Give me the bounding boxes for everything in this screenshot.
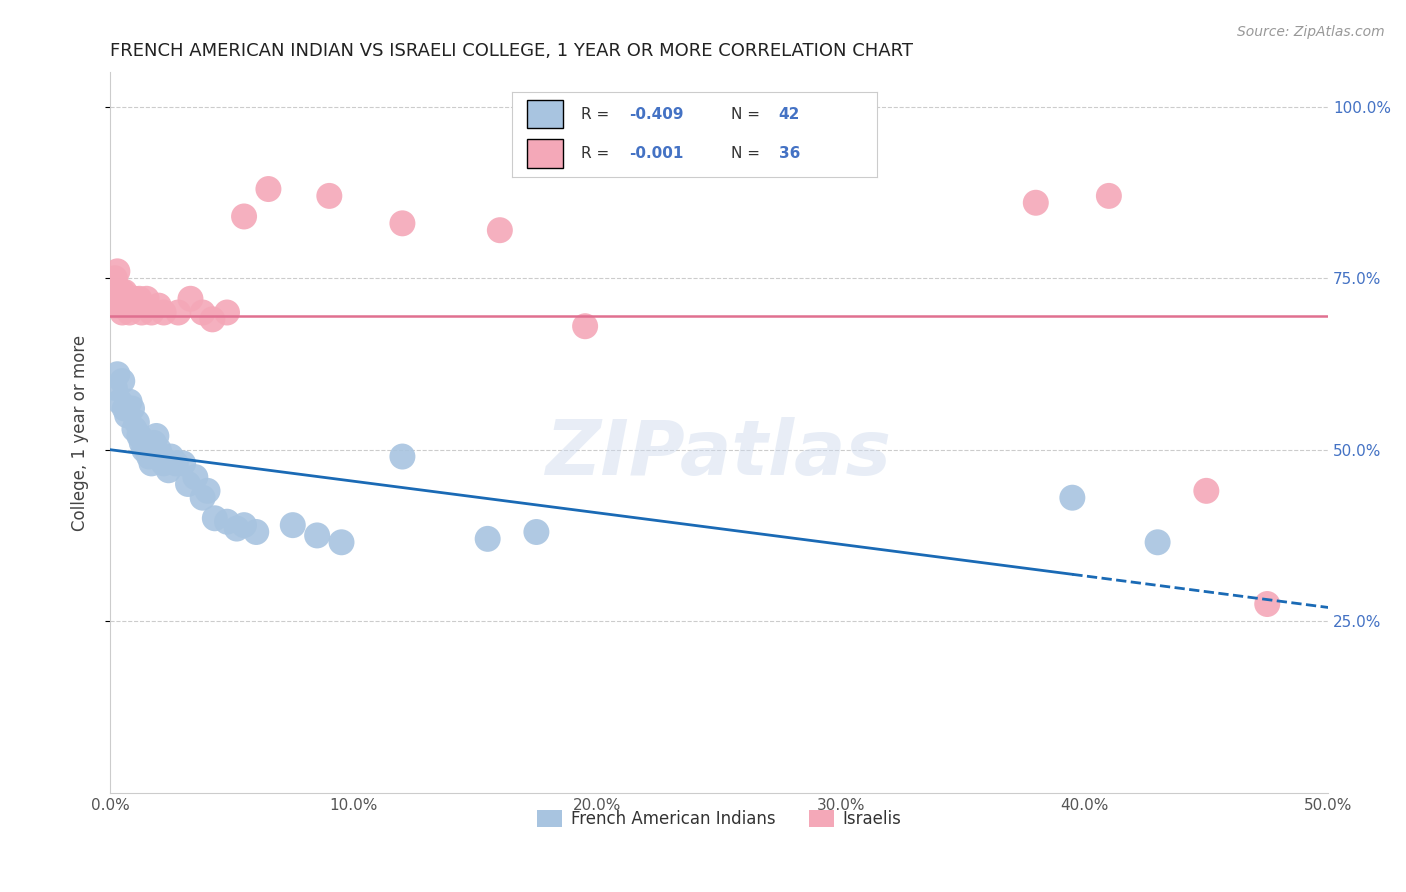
Point: [1146, 535, 1168, 549]
Point: [115, 292, 138, 306]
Point: [135, 292, 157, 306]
Point: [111, 285, 134, 299]
Point: [204, 511, 226, 525]
Point: [245, 524, 267, 539]
Legend: French American Indians, Israelis: French American Indians, Israelis: [530, 803, 907, 835]
Point: [215, 515, 238, 529]
Point: [125, 415, 148, 429]
Point: [124, 422, 146, 436]
Text: Source: ZipAtlas.com: Source: ZipAtlas.com: [1237, 25, 1385, 39]
Text: ZIPatlas: ZIPatlas: [546, 417, 891, 491]
Point: [257, 182, 280, 196]
Point: [152, 457, 174, 471]
Point: [135, 442, 157, 457]
Point: [104, 381, 127, 395]
Point: [1098, 189, 1121, 203]
Point: [307, 528, 329, 542]
Point: [131, 305, 153, 319]
Text: FRENCH AMERICAN INDIAN VS ISRAELI COLLEGE, 1 YEAR OR MORE CORRELATION CHART: FRENCH AMERICAN INDIAN VS ISRAELI COLLEG…: [110, 42, 912, 60]
Point: [148, 299, 170, 313]
Point: [201, 312, 224, 326]
Point: [1195, 483, 1218, 498]
Point: [118, 305, 141, 319]
Point: [184, 470, 207, 484]
Point: [489, 223, 512, 237]
Point: [215, 305, 238, 319]
Point: [138, 450, 160, 464]
Point: [157, 463, 180, 477]
Point: [1025, 195, 1047, 210]
Point: [167, 305, 190, 319]
Point: [233, 210, 256, 224]
Point: [197, 483, 219, 498]
Point: [191, 305, 214, 319]
Point: [114, 292, 136, 306]
Point: [225, 522, 247, 536]
Point: [128, 292, 150, 306]
Point: [191, 491, 214, 505]
Point: [121, 292, 143, 306]
Point: [114, 401, 136, 416]
Point: [108, 394, 131, 409]
Point: [152, 305, 174, 319]
Point: [128, 429, 150, 443]
Point: [1256, 597, 1278, 611]
Point: [142, 435, 165, 450]
Point: [104, 299, 127, 313]
Point: [101, 285, 124, 299]
Point: [125, 299, 148, 313]
Point: [131, 435, 153, 450]
Point: [179, 292, 201, 306]
Point: [134, 442, 156, 457]
Point: [105, 368, 128, 382]
Point: [165, 457, 187, 471]
Point: [121, 401, 143, 416]
Point: [477, 532, 499, 546]
Point: [281, 518, 304, 533]
Point: [318, 189, 340, 203]
Point: [177, 477, 200, 491]
Point: [111, 374, 134, 388]
Point: [391, 450, 413, 464]
Point: [1062, 491, 1084, 505]
Point: [526, 524, 548, 539]
Point: [111, 305, 134, 319]
Point: [104, 271, 127, 285]
Point: [150, 450, 173, 464]
Point: [145, 429, 167, 443]
Point: [574, 319, 596, 334]
Point: [233, 518, 256, 533]
Point: [124, 292, 146, 306]
Point: [105, 292, 128, 306]
Point: [172, 457, 194, 471]
Point: [391, 216, 413, 230]
Point: [114, 285, 136, 299]
Point: [105, 264, 128, 278]
Y-axis label: College, 1 year or more: College, 1 year or more: [72, 334, 89, 531]
Point: [141, 457, 163, 471]
Point: [118, 394, 141, 409]
Point: [141, 305, 163, 319]
Point: [108, 299, 131, 313]
Point: [115, 409, 138, 423]
Point: [160, 450, 183, 464]
Point: [148, 442, 170, 457]
Point: [330, 535, 353, 549]
